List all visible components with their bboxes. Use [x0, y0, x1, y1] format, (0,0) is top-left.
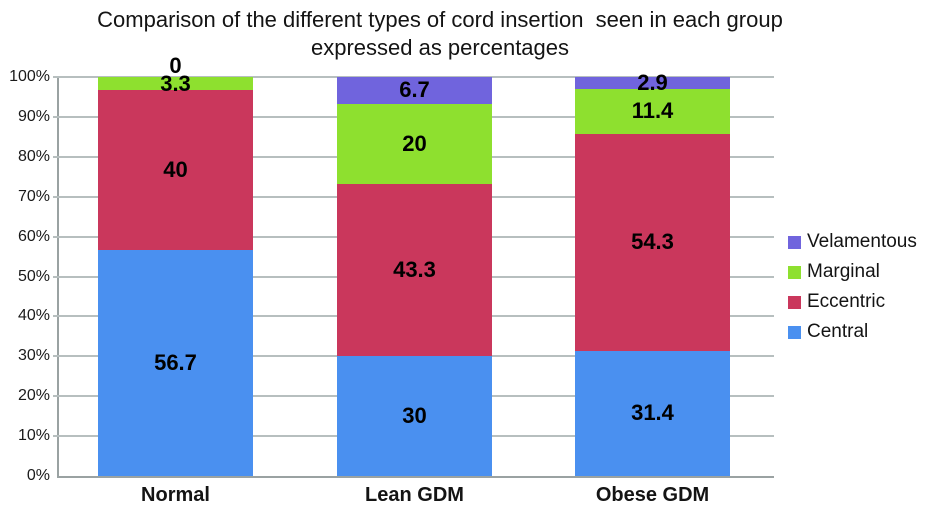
bar-segment-eccentric-obese-gdm — [575, 134, 730, 351]
bar-value-label: 31.4 — [631, 400, 674, 426]
legend-swatch-eccentric — [788, 295, 801, 309]
bar-segment-central-obese-gdm — [575, 350, 730, 476]
bar-segment-central-lean-gdm — [337, 356, 492, 476]
bar-value-label: 6.7 — [399, 77, 430, 103]
legend-label: Eccentric — [807, 291, 886, 312]
bar-segment-marginal-lean-gdm — [337, 103, 492, 184]
bar-segment-eccentric-normal — [98, 90, 253, 250]
bar-value-label: 56.7 — [154, 349, 197, 375]
chart-title-line-1: Comparison of the different types of cor… — [97, 7, 783, 32]
legend-swatch-central — [788, 325, 801, 339]
legend-label: Marginal — [807, 261, 880, 282]
y-axis-tick-label: 0% — [26, 467, 50, 484]
bar-value-label: 20 — [402, 130, 427, 156]
bar-value-label: 43.3 — [393, 256, 436, 282]
y-axis-tick-label: 50% — [17, 267, 50, 285]
bar-value-label: 0 — [169, 53, 182, 78]
bar-value-label: 11.4 — [631, 98, 674, 124]
x-axis-category-label: Normal — [141, 484, 210, 506]
x-axis-category-label: Lean GDM — [365, 484, 464, 506]
y-axis-tick-label: 80% — [17, 147, 50, 165]
bar-segment-velamentous-lean-gdm — [337, 77, 492, 104]
y-axis-tick-label: 40% — [17, 307, 50, 325]
chart-title-line-2: expressed as percentages — [310, 35, 570, 60]
y-axis-tick-label: 100% — [9, 68, 50, 85]
legend-label: Central — [807, 321, 869, 342]
legend-label: Velamentous — [807, 231, 917, 252]
y-axis-tick-label: 90% — [17, 107, 50, 125]
y-axis-tick-label: 70% — [17, 187, 50, 205]
y-axis-tick-label: 20% — [17, 387, 50, 405]
chart-title: Comparison of the different types of cor… — [0, 6, 880, 62]
bar-value-label: 40 — [163, 156, 188, 182]
bar-value-label: 30 — [402, 403, 427, 429]
bar-value-label: 3.3 — [160, 70, 191, 96]
legend: Velamentous Marginal Eccentric Central — [788, 227, 917, 347]
y-axis-tick-label: 30% — [17, 347, 50, 365]
bar-segment-eccentric-lean-gdm — [337, 183, 492, 357]
legend-item-central: Central — [788, 317, 917, 347]
bar-segment-velamentous-obese-gdm — [575, 77, 730, 89]
bar-segment-marginal-normal — [98, 77, 253, 91]
y-axis-tick-label: 60% — [17, 227, 50, 245]
bar-segment-marginal-obese-gdm — [575, 88, 730, 135]
bar-segment-central-normal — [98, 249, 253, 476]
plot-area: 56.7 40 3.3 0 30 43.3 20 6.7 31.4 54.3 11.4 2.9 — [53, 55, 774, 478]
legend-item-velamentous: Velamentous — [788, 227, 917, 257]
x-axis-category-label: Obese GDM — [595, 484, 710, 506]
bar-value-label: 54.3 — [631, 229, 674, 255]
y-axis-tick-label: 10% — [17, 427, 50, 445]
legend-item-marginal: Marginal — [788, 257, 917, 287]
legend-swatch-marginal — [788, 265, 801, 279]
legend-swatch-velamentous — [788, 235, 801, 249]
legend-item-eccentric: Eccentric — [788, 287, 917, 317]
bar-value-label: 2.9 — [637, 69, 668, 95]
